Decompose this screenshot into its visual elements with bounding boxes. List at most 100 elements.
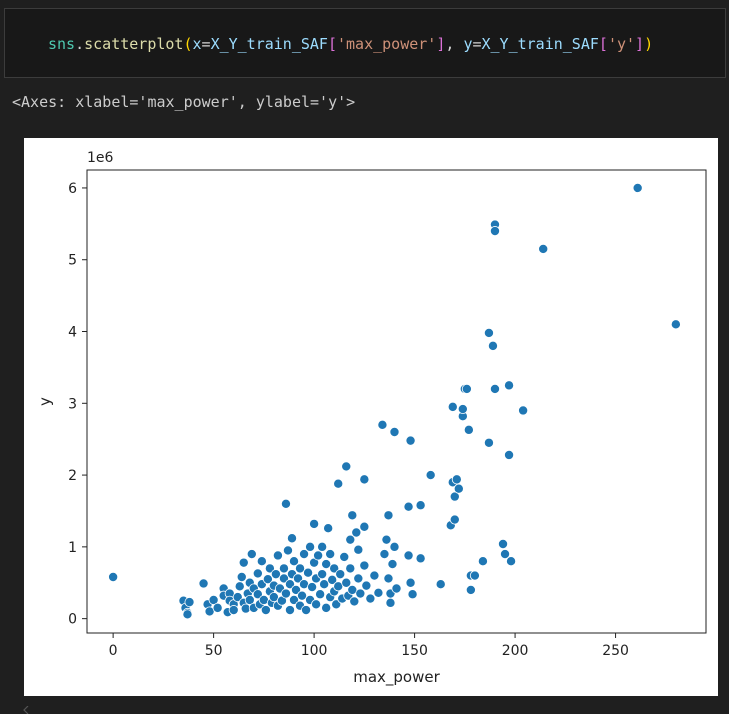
code-token: X_Y_train_SAF: [210, 35, 328, 53]
scatter-point: [280, 498, 291, 509]
y-offset-label: 1e6: [87, 150, 114, 166]
scatter-point: [309, 518, 320, 529]
cell-output-text: <Axes: xlabel='max_power', ylabel='y'>: [12, 93, 356, 111]
scatter-point: [264, 563, 275, 574]
scatter-point: [293, 573, 304, 584]
scatter-point: [280, 588, 291, 599]
scatter-point: [351, 527, 362, 538]
code-token: X_Y_train_SAF: [481, 35, 599, 53]
scatter-point: [359, 521, 370, 532]
scatter-point: [321, 559, 332, 570]
scatter-point: [449, 491, 460, 502]
scatter-point: [415, 553, 426, 564]
scatter-point: [182, 609, 193, 620]
scatter-point: [252, 589, 263, 600]
code-token: .: [75, 35, 85, 53]
y-tick-label: 0: [68, 612, 77, 628]
scatter-point: [407, 589, 418, 600]
scatter-point: [198, 578, 209, 589]
code-token: [: [598, 35, 608, 53]
scatter-point: [377, 419, 388, 430]
scatter-point: [228, 605, 239, 616]
scatter-point: [487, 340, 498, 351]
scatter-point: [341, 461, 352, 472]
scatter-point: [389, 541, 400, 552]
scatter-point: [403, 550, 414, 561]
scatter-point: [299, 549, 310, 560]
scatter-point: [498, 538, 509, 549]
scatter-point: [461, 383, 472, 394]
scatter-point: [451, 474, 462, 485]
code-token: ): [644, 35, 654, 53]
scatter-point: [307, 582, 318, 593]
x-tick-label: 250: [602, 643, 629, 659]
code-token: sns: [48, 35, 76, 53]
scatter-point: [301, 605, 312, 616]
scatter-point: [538, 243, 549, 254]
y-tick-label: 6: [68, 181, 77, 197]
scatter-point: [246, 549, 257, 560]
scatter-point: [325, 549, 336, 560]
scatter-point: [483, 327, 494, 338]
scatter-point: [403, 501, 414, 512]
scatter-point: [305, 541, 316, 552]
scatter-point: [373, 587, 384, 598]
scatter-point: [415, 500, 426, 511]
scatter-point: [244, 594, 255, 605]
scatter-point: [339, 551, 350, 562]
scatter-point: [284, 579, 295, 590]
scatter-point: [405, 577, 416, 588]
scatter-point: [504, 380, 515, 391]
code-token: ]: [635, 35, 645, 53]
y-tick-label: 1: [68, 540, 77, 556]
scatter-point: [500, 549, 511, 560]
scatter-point: [289, 556, 300, 567]
scatter-point: [361, 580, 372, 591]
scatter-point: [212, 602, 223, 613]
scatter-point: [297, 590, 308, 601]
x-tick-label: 150: [401, 643, 428, 659]
scatter-point: [435, 579, 446, 590]
scatter-point: [383, 510, 394, 521]
scatter-point: [311, 599, 322, 610]
scatter-point: [345, 563, 356, 574]
scatter-plot-output: 0 50 100 150 200 250 0 1 2 3 4 5 6 1e6 max_power y: [24, 138, 718, 696]
scatter-point: [457, 404, 468, 415]
code-cell[interactable]: sns.scatterplot(x=X_Y_train_SAF['max_pow…: [4, 8, 726, 78]
code-token: 'y': [607, 35, 636, 53]
scatter-plot-svg: 0 50 100 150 200 250 0 1 2 3 4 5 6 1e6 max_power y: [36, 150, 707, 687]
scatter-point: [295, 563, 306, 574]
scatter-point: [504, 449, 515, 460]
code-token: (: [183, 35, 193, 53]
y-tick-label: 4: [68, 325, 77, 341]
scatter-point: [278, 563, 289, 574]
scatter-point: [184, 597, 195, 608]
scatter-point: [256, 556, 267, 567]
scatter-point: [465, 584, 476, 595]
scatter-point: [236, 572, 247, 583]
scatter-point: [483, 437, 494, 448]
scatter-point: [449, 514, 460, 525]
code-line[interactable]: sns.scatterplot(x=X_Y_train_SAF['max_pow…: [48, 35, 653, 53]
scatter-point: [108, 572, 119, 583]
scatter-point: [321, 602, 332, 613]
scatter-point: [331, 599, 342, 610]
y-tick-label: 2: [68, 468, 77, 484]
x-tick-label: 100: [301, 643, 328, 659]
scatter-point: [278, 573, 289, 584]
code-token: =: [201, 35, 211, 53]
y-tick-label: 5: [68, 253, 77, 269]
scatter-point: [284, 605, 295, 616]
scatter-point: [315, 589, 326, 600]
scatter-point: [260, 605, 271, 616]
scatter-point: [489, 226, 500, 237]
scatter-point: [252, 568, 263, 579]
scatter-point: [369, 570, 380, 581]
scatter-point: [353, 573, 364, 584]
scatter-point: [355, 588, 366, 599]
x-axis-label: max_power: [353, 668, 440, 687]
scatter-point: [341, 577, 352, 588]
scatter-point: [447, 401, 458, 412]
scatter-point: [323, 523, 334, 534]
x-tick-label: 0: [109, 643, 118, 659]
